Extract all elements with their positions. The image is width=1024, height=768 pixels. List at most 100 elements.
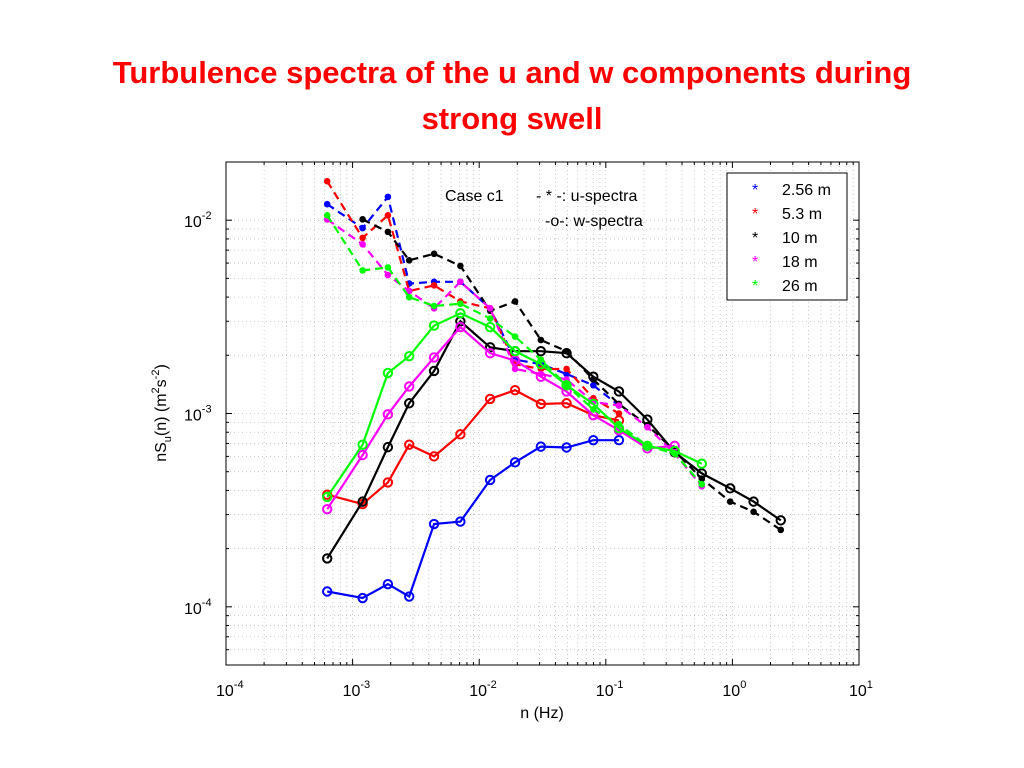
slide-title-line1: Turbulence spectra of the u and w compon…	[112, 55, 912, 90]
data-point	[359, 267, 366, 274]
x-tick-label: 100	[722, 679, 746, 700]
legend-marker: *	[752, 278, 758, 295]
data-point	[696, 458, 707, 469]
data-point	[323, 200, 331, 208]
data-point	[455, 308, 466, 319]
data-point	[384, 271, 392, 279]
data-point	[404, 398, 415, 409]
data-point	[404, 350, 415, 362]
data-point	[588, 434, 599, 446]
legend-marker: *	[752, 182, 758, 199]
data-point	[613, 422, 625, 434]
data-point	[669, 445, 680, 457]
data-point	[457, 262, 464, 270]
data-point	[455, 516, 466, 527]
data-point	[455, 429, 466, 440]
data-point	[357, 439, 368, 450]
data-point	[321, 553, 333, 564]
data-point	[405, 257, 413, 264]
data-point	[484, 342, 496, 353]
data-point	[588, 398, 599, 410]
series-group	[321, 177, 786, 604]
data-point	[430, 250, 438, 258]
y-tick-label: 10-2	[184, 210, 212, 231]
series-line	[326, 389, 620, 506]
data-point	[561, 398, 572, 409]
data-point	[484, 348, 496, 359]
series-line	[326, 312, 703, 498]
data-point	[484, 393, 496, 405]
legend-label: 10 m	[782, 230, 818, 247]
series-line	[326, 180, 620, 415]
data-point	[644, 423, 651, 431]
data-point	[748, 496, 759, 507]
data-point	[615, 402, 623, 409]
data-point	[384, 193, 392, 201]
data-point	[404, 381, 415, 392]
data-point	[642, 440, 653, 452]
data-point	[357, 592, 368, 604]
data-point	[405, 293, 413, 301]
grid-lines	[226, 162, 859, 665]
legend-marker: *	[752, 206, 758, 223]
legend-marker: *	[752, 254, 758, 271]
data-point	[404, 439, 415, 450]
data-point	[382, 477, 394, 488]
series-line	[362, 218, 782, 531]
data-point	[457, 278, 464, 286]
series-line	[326, 319, 782, 559]
data-point	[613, 386, 625, 397]
y-tick-label: 10-3	[184, 404, 212, 425]
data-point	[405, 287, 413, 295]
data-point	[384, 228, 392, 236]
data-point	[484, 474, 496, 486]
series-w-26-m	[321, 308, 707, 503]
w-spectra-key: -o-: w-spectra	[545, 213, 643, 230]
data-point	[357, 496, 368, 507]
data-point	[357, 449, 368, 461]
data-point	[696, 468, 707, 479]
x-tick-label: 10-1	[596, 679, 624, 700]
data-point	[359, 241, 366, 248]
data-point	[775, 515, 786, 526]
data-point	[537, 336, 545, 344]
axis-ticks: 10-4 10-3 10-2 10-1 100 101 10-4 10-3 10-2	[184, 162, 873, 700]
data-point	[359, 216, 366, 223]
data-point	[588, 371, 599, 382]
x-tick-label: 10-3	[343, 679, 371, 700]
data-point	[535, 371, 547, 382]
u-spectra-key: - * -: u-spectra	[536, 188, 637, 205]
data-point	[359, 224, 366, 232]
data-point	[404, 591, 415, 602]
data-point	[561, 348, 572, 359]
data-point	[430, 282, 438, 289]
data-point	[428, 320, 440, 331]
data-point	[535, 441, 547, 452]
legend-box	[726, 172, 848, 301]
legend-label: 2.56 m	[782, 182, 831, 199]
data-point	[509, 346, 521, 357]
data-point	[382, 409, 394, 420]
series-line	[326, 218, 703, 488]
data-point	[590, 381, 597, 389]
data-point	[428, 365, 440, 377]
data-point	[561, 442, 572, 453]
data-point	[486, 315, 494, 322]
data-point	[726, 498, 734, 505]
x-tick-label: 10-2	[469, 679, 497, 700]
data-point	[777, 526, 785, 534]
data-point	[382, 441, 394, 453]
data-point	[750, 508, 757, 516]
series-line	[326, 194, 620, 407]
case-annotation: Case c1	[445, 188, 504, 205]
data-point	[511, 333, 519, 340]
slide-title: Turbulence spectra of the u and w compon…	[40, 50, 984, 142]
legend-label: 18 m	[782, 254, 818, 271]
legend-marker: *	[752, 230, 758, 247]
x-tick-label: 101	[849, 679, 873, 700]
y-tick-label: 10-4	[184, 597, 212, 618]
x-tick-label: 10-4	[216, 679, 244, 700]
data-point	[359, 234, 366, 242]
data-point	[563, 365, 570, 373]
data-point	[698, 481, 706, 488]
